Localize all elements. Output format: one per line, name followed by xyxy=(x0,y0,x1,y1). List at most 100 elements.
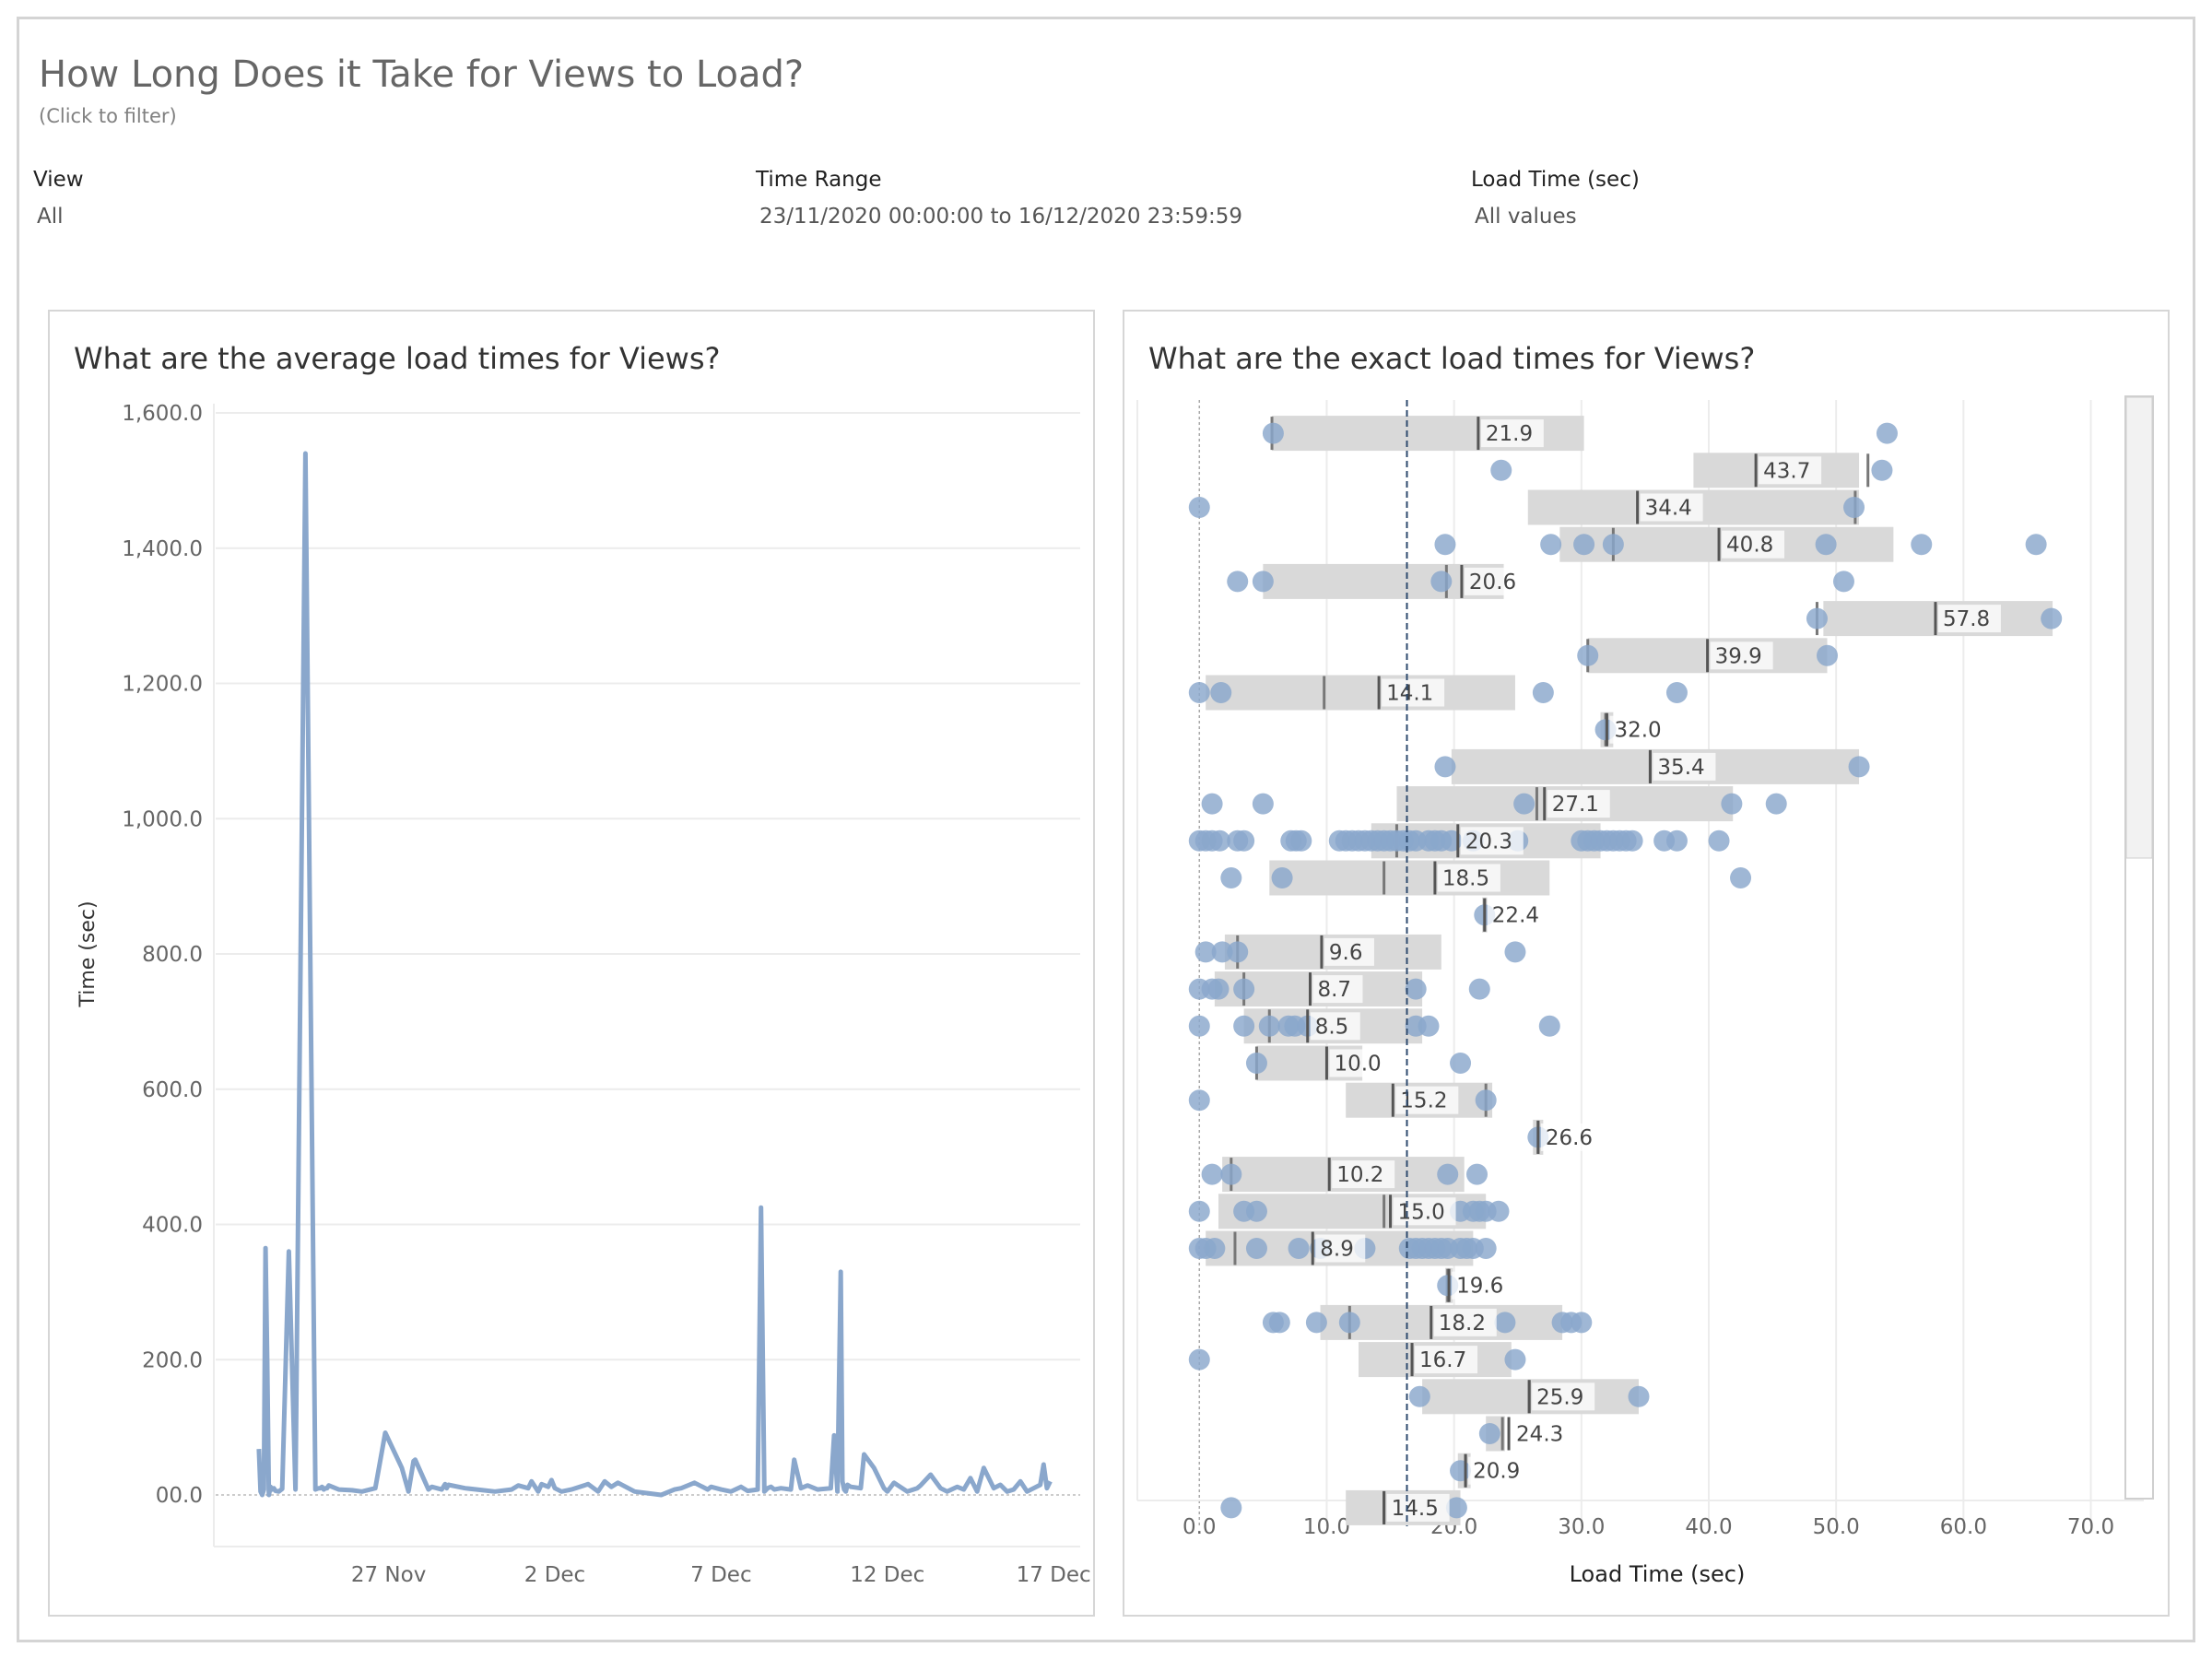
value-label: 15.2 xyxy=(1400,1089,1447,1113)
value-label-bg xyxy=(1332,1160,1395,1189)
value-label-bg xyxy=(1540,1123,1604,1151)
load-time-point xyxy=(1208,830,1230,852)
value-label: 27.1 xyxy=(1552,793,1599,817)
filter-view-label: View xyxy=(33,168,84,192)
value-label-bg xyxy=(1393,1197,1456,1226)
filter-load-time-value[interactable]: All values xyxy=(1475,205,1577,229)
load-time-point xyxy=(1194,941,1217,963)
value-label-bg xyxy=(1310,1012,1360,1041)
load-time-point xyxy=(1430,571,1453,593)
y-tick-label: 800.0 xyxy=(142,943,203,967)
y-tick-label: 600.0 xyxy=(142,1078,203,1102)
x-tick-label: 40.0 xyxy=(1685,1515,1732,1539)
value-label: 40.8 xyxy=(1726,534,1773,558)
value-label: 10.0 xyxy=(1334,1053,1381,1077)
load-time-point xyxy=(1188,1015,1210,1037)
load-time-point xyxy=(1288,1238,1310,1259)
range-band xyxy=(1823,601,2053,637)
load-time-point xyxy=(1621,830,1643,852)
load-time-point xyxy=(1721,793,1743,815)
load-time-point xyxy=(1233,1015,1255,1037)
value-label-bg xyxy=(1386,1493,1450,1522)
load-time-point xyxy=(1290,830,1312,852)
y-tick-label: 00.0 xyxy=(156,1484,203,1508)
load-time-point xyxy=(1258,1015,1280,1037)
value-label-bg xyxy=(1759,456,1822,485)
value-label-bg xyxy=(1722,530,1785,559)
filter-time-range-value[interactable]: 23/11/2020 00:00:00 to 16/12/2020 23:59:… xyxy=(759,205,1243,229)
filter-load-time-label: Load Time (sec) xyxy=(1471,168,1640,192)
load-time-point xyxy=(1418,1015,1440,1037)
load-time-point xyxy=(1475,1089,1497,1112)
load-time-point xyxy=(1262,422,1284,444)
y-tick-label: 1,400.0 xyxy=(122,537,203,561)
load-time-point xyxy=(1450,1053,1472,1074)
load-time-point xyxy=(1577,644,1599,666)
value-label-bg xyxy=(1315,1234,1366,1263)
load-time-point xyxy=(1434,756,1456,778)
x-tick-label: 17 Dec xyxy=(1017,1563,1091,1587)
load-time-point xyxy=(1708,830,1730,852)
x-tick-label: 60.0 xyxy=(1940,1515,1987,1539)
range-band xyxy=(1263,563,1504,599)
range-band xyxy=(1269,860,1550,896)
value-label: 22.4 xyxy=(1492,904,1539,928)
filter-time-range[interactable]: Time Range 23/11/2020 00:00:00 to 16/12/… xyxy=(756,168,1242,229)
load-time-point xyxy=(1665,682,1688,703)
load-time-point xyxy=(1207,978,1230,1000)
dashboard-subtitle[interactable]: (Click to filter) xyxy=(39,105,177,127)
load-time-point xyxy=(1271,867,1293,888)
filter-load-time[interactable]: Load Time (sec) All values xyxy=(1471,168,1640,229)
load-time-point xyxy=(1843,497,1865,518)
load-time-point xyxy=(1478,1423,1500,1444)
load-time-point xyxy=(1513,793,1535,815)
load-time-point xyxy=(1233,830,1255,852)
filter-view[interactable]: View All xyxy=(33,168,84,229)
value-label: 20.9 xyxy=(1473,1460,1520,1484)
value-label: 34.4 xyxy=(1645,497,1692,521)
value-label-bg xyxy=(1452,1271,1515,1300)
load-time-point xyxy=(1188,682,1210,703)
x-tick-label: 50.0 xyxy=(1813,1515,1860,1539)
load-time-point xyxy=(1220,1497,1242,1519)
value-label: 35.4 xyxy=(1657,756,1704,780)
filter-view-value[interactable]: All xyxy=(37,205,64,229)
load-time-point xyxy=(1268,1312,1290,1334)
load-time-point xyxy=(1602,534,1624,556)
load-time-point xyxy=(1876,422,1898,444)
load-time-point xyxy=(1540,534,1562,556)
load-time-point xyxy=(1538,1015,1560,1037)
load-time-point xyxy=(1628,1385,1650,1407)
value-label-bg xyxy=(1512,1419,1575,1448)
value-label: 8.7 xyxy=(1317,978,1351,1002)
range-band xyxy=(1206,675,1515,711)
load-time-point xyxy=(1227,941,1249,963)
average-load-line-chart[interactable]: 1,600.0 1,400.0 1,200.0 1,000.0 800.0 600.0 40… xyxy=(50,312,1093,1615)
dashboard-frame xyxy=(17,17,2195,1642)
x-tick-label: 30.0 xyxy=(1558,1515,1605,1539)
value-label: 20.3 xyxy=(1465,830,1512,853)
x-tick-label: 10.0 xyxy=(1303,1515,1350,1539)
value-label-bg xyxy=(1480,419,1544,448)
x-tick-label: 2 Dec xyxy=(524,1563,585,1587)
value-label: 15.0 xyxy=(1398,1200,1445,1224)
value-label-bg xyxy=(1468,1456,1532,1485)
load-time-point xyxy=(1233,978,1255,1000)
load-time-point xyxy=(1220,1163,1242,1185)
load-time-point xyxy=(1188,1200,1210,1222)
load-time-point xyxy=(1245,1053,1267,1074)
load-time-point xyxy=(1573,534,1595,556)
value-label-bg xyxy=(1547,790,1610,818)
load-time-point xyxy=(1405,978,1427,1000)
load-time-point xyxy=(1245,1200,1267,1222)
scrollbar-thumb[interactable] xyxy=(2125,396,2153,859)
load-time-point xyxy=(1188,1089,1210,1112)
average-load-panel: What are the average load times for View… xyxy=(48,310,1095,1617)
value-label: 20.6 xyxy=(1469,571,1516,594)
y-tick-label: 1,200.0 xyxy=(122,673,203,697)
value-label: 43.7 xyxy=(1763,459,1810,483)
x-tick-label: 7 Dec xyxy=(690,1563,751,1587)
value-label-bg xyxy=(1653,752,1716,781)
load-time-point xyxy=(1571,1312,1593,1334)
